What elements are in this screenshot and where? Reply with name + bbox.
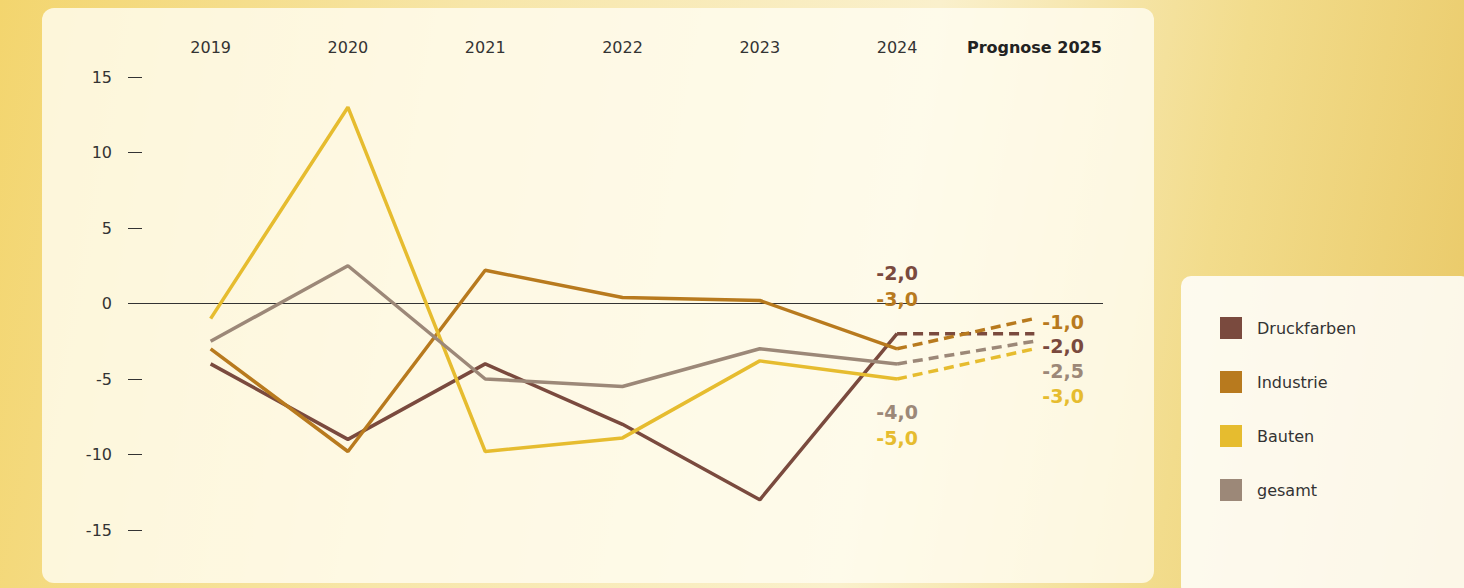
svg-text:-5: -5: [96, 370, 112, 389]
svg-text:-5,0: -5,0: [876, 427, 918, 449]
svg-text:2024: 2024: [877, 38, 918, 57]
svg-text:2021: 2021: [465, 38, 506, 57]
svg-text:2023: 2023: [739, 38, 780, 57]
svg-text:-2,0: -2,0: [1042, 335, 1084, 357]
svg-text:-2,0: -2,0: [876, 262, 918, 284]
svg-text:Bauten: Bauten: [1257, 427, 1314, 446]
svg-text:2019: 2019: [190, 38, 231, 57]
svg-text:-3,0: -3,0: [876, 288, 918, 310]
svg-text:2022: 2022: [602, 38, 643, 57]
svg-text:0: 0: [102, 294, 112, 313]
svg-text:Prognose 2025: Prognose 2025: [967, 38, 1102, 57]
svg-text:-1,0: -1,0: [1042, 311, 1084, 333]
svg-text:2020: 2020: [328, 38, 369, 57]
svg-text:Industrie: Industrie: [1257, 373, 1328, 392]
svg-text:5: 5: [102, 219, 112, 238]
svg-text:10: 10: [92, 143, 112, 162]
svg-text:-15: -15: [86, 521, 112, 540]
svg-text:15: 15: [92, 68, 112, 87]
svg-text:-3,0: -3,0: [1042, 385, 1084, 407]
svg-text:-4,0: -4,0: [876, 401, 918, 423]
svg-text:Druckfarben: Druckfarben: [1257, 319, 1356, 338]
svg-text:-10: -10: [86, 445, 112, 464]
svg-text:-2,5: -2,5: [1042, 360, 1084, 382]
svg-text:gesamt: gesamt: [1257, 481, 1317, 500]
